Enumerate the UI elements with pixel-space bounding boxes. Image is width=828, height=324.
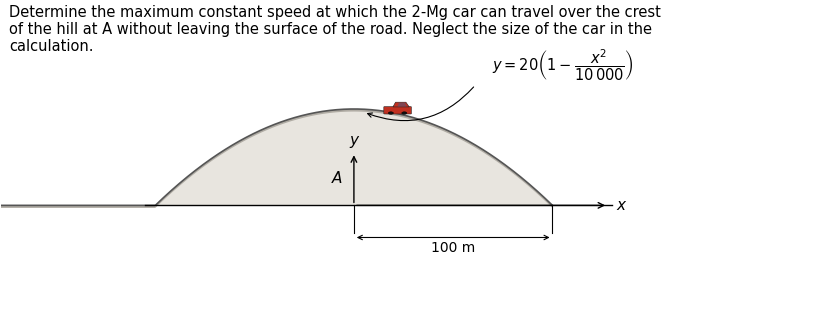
Ellipse shape: [402, 112, 407, 114]
Polygon shape: [392, 102, 409, 107]
Text: Determine the maximum constant speed at which the 2-Mg car can travel over the c: Determine the maximum constant speed at …: [9, 5, 661, 54]
Text: x: x: [615, 198, 624, 213]
Polygon shape: [397, 103, 407, 107]
FancyBboxPatch shape: [383, 107, 411, 114]
Text: y: y: [349, 133, 358, 147]
Ellipse shape: [388, 112, 393, 114]
Text: $y = 20\left(1 -\dfrac{x^2}{10\,000}\right)$: $y = 20\left(1 -\dfrac{x^2}{10\,000}\rig…: [491, 48, 633, 83]
Text: 100 m: 100 m: [431, 241, 474, 255]
Text: A: A: [331, 171, 341, 186]
Polygon shape: [0, 109, 551, 205]
Polygon shape: [0, 109, 551, 208]
